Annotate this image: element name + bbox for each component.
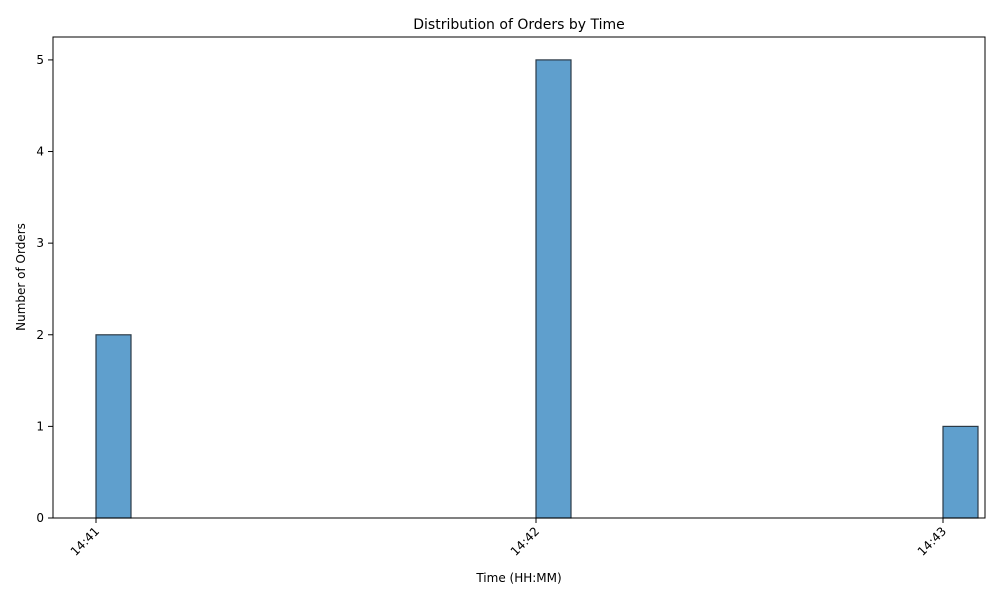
bar-1442 bbox=[535, 59, 572, 519]
y-axis-ticks: 0 1 2 3 4 5 bbox=[36, 53, 53, 525]
y-tick-label: 0 bbox=[36, 511, 44, 525]
y-tick-label: 5 bbox=[36, 53, 44, 67]
bar-1443 bbox=[942, 425, 979, 519]
x-tick-label: 14:42 bbox=[508, 524, 542, 558]
x-tick-label: 14:43 bbox=[915, 524, 949, 558]
plot-frame bbox=[52, 36, 986, 519]
bar-1441 bbox=[95, 334, 132, 519]
y-tick-label: 4 bbox=[36, 145, 44, 159]
y-tick-label: 3 bbox=[36, 236, 44, 250]
x-axis-ticks: 14:41 14:42 14:43 bbox=[68, 518, 949, 559]
y-tick-label: 1 bbox=[36, 419, 44, 433]
x-tick-label: 14:41 bbox=[68, 524, 102, 558]
x-axis-label: Time (HH:MM) bbox=[475, 571, 561, 585]
y-tick-label: 2 bbox=[36, 328, 44, 342]
bars-group bbox=[95, 59, 979, 519]
chart-title: Distribution of Orders by Time bbox=[413, 17, 624, 33]
y-axis-label: Number of Orders bbox=[14, 223, 28, 331]
